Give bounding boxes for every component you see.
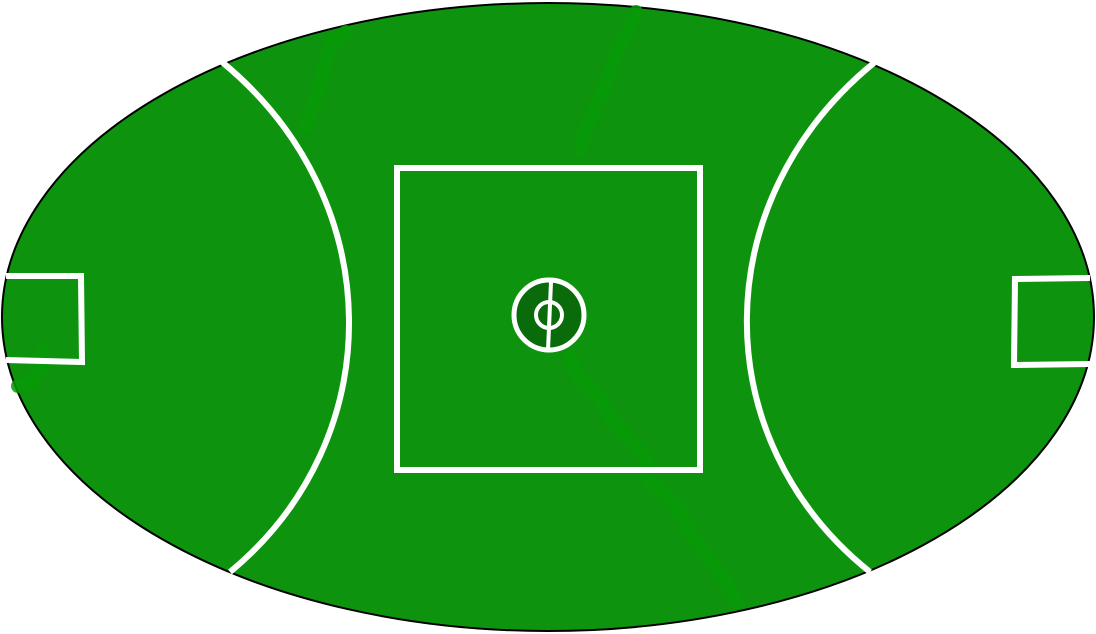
scuff-mark-top-left <box>299 25 353 133</box>
fifty-metre-arc-right <box>743 59 877 575</box>
goal-square-left <box>5 273 86 366</box>
centre-line <box>546 281 553 351</box>
goal-square-right <box>1010 275 1091 369</box>
scuff-mark-bottom-center <box>563 351 743 609</box>
centre-square <box>394 165 703 473</box>
fifty-metre-arc-left <box>220 59 352 575</box>
scuff-mark-top-center <box>573 5 643 157</box>
